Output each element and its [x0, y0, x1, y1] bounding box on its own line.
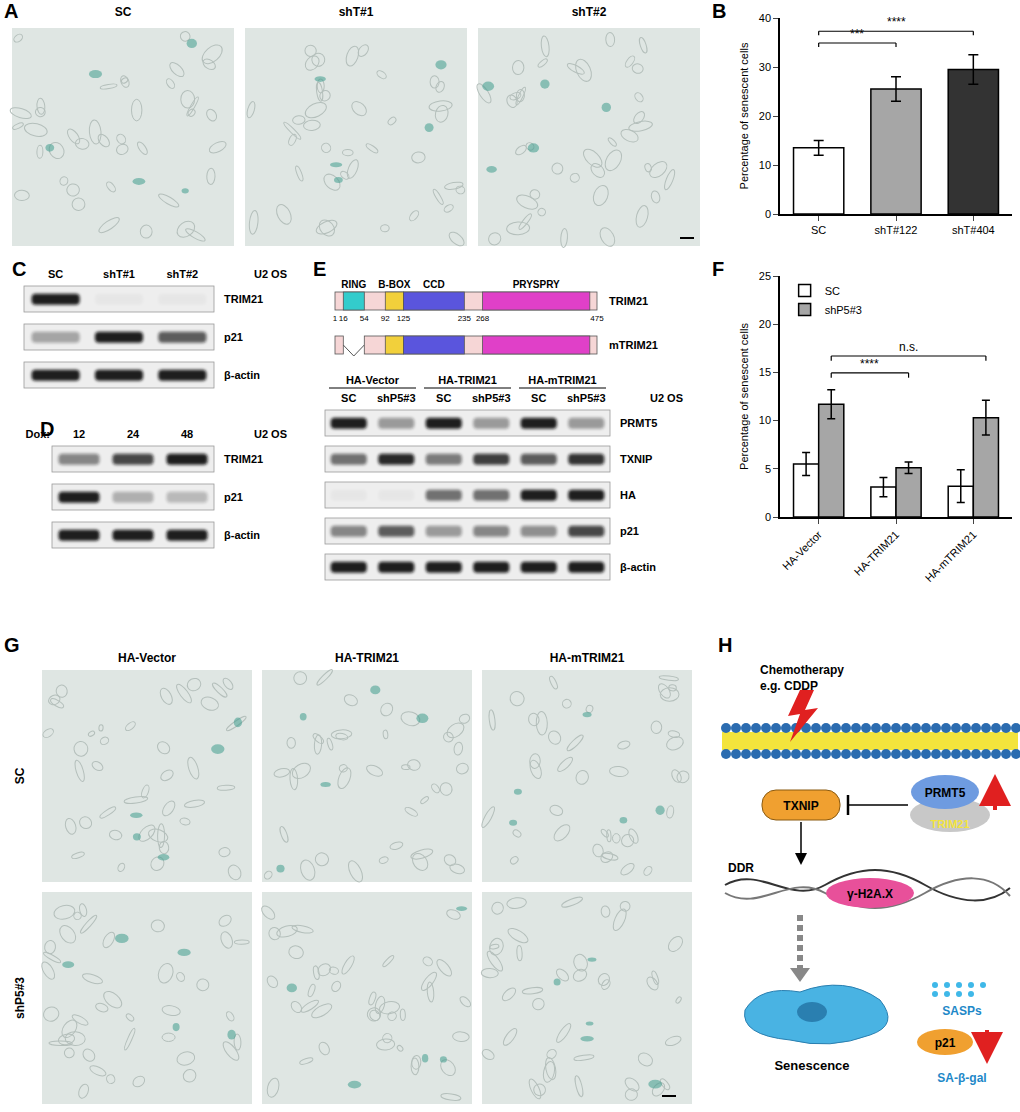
svg-text:TRIM21: TRIM21	[224, 293, 263, 305]
svg-text:TRIM21: TRIM21	[224, 453, 263, 465]
svg-text:Senescence: Senescence	[774, 1058, 849, 1073]
svg-text:G: G	[4, 634, 20, 656]
svg-text:U2 OS: U2 OS	[650, 392, 683, 404]
svg-text:24: 24	[127, 428, 140, 440]
svg-text:shP5#3: shP5#3	[472, 392, 511, 404]
svg-text:TRIM21: TRIM21	[930, 818, 969, 830]
svg-text:SC: SC	[48, 268, 63, 280]
svg-text:HA-TRIM21: HA-TRIM21	[335, 651, 399, 665]
svg-text:SC: SC	[531, 392, 546, 404]
svg-text:β-actin: β-actin	[224, 369, 260, 381]
svg-text:475: 475	[590, 314, 604, 323]
svg-text:5: 5	[765, 463, 771, 475]
svg-text:β-actin: β-actin	[224, 529, 260, 541]
svg-text:0: 0	[765, 208, 771, 220]
svg-text:SC: SC	[825, 285, 840, 297]
svg-text:U2 OS: U2 OS	[254, 268, 287, 280]
svg-text:C: C	[12, 258, 26, 280]
svg-text:β-actin: β-actin	[620, 561, 656, 573]
svg-text:RING: RING	[341, 279, 366, 290]
svg-text:12: 12	[73, 428, 85, 440]
svg-text:shT#122: shT#122	[875, 224, 918, 236]
svg-text:SC: SC	[811, 224, 826, 236]
svg-text:PRMT5: PRMT5	[620, 417, 657, 429]
svg-text:92: 92	[381, 314, 390, 323]
svg-text:p21: p21	[935, 1036, 956, 1050]
svg-text:235: 235	[458, 314, 472, 323]
svg-text:Dox:: Dox:	[26, 428, 50, 440]
svg-text:Chemotherapy: Chemotherapy	[760, 663, 844, 677]
svg-text:PRYSPRY: PRYSPRY	[513, 279, 560, 290]
svg-text:SA-β-gal: SA-β-gal	[937, 1071, 986, 1085]
svg-text:shP5#3: shP5#3	[377, 392, 416, 404]
svg-text:p21: p21	[620, 525, 639, 537]
svg-text:40: 40	[759, 12, 771, 24]
svg-text:DDR: DDR	[728, 861, 754, 875]
svg-text:25: 25	[759, 270, 771, 282]
svg-text:125: 125	[397, 314, 411, 323]
svg-text:shT#1: shT#1	[339, 5, 374, 19]
svg-text:H: H	[718, 634, 732, 656]
svg-text:mTRIM21: mTRIM21	[609, 339, 658, 351]
svg-text:20: 20	[759, 318, 771, 330]
svg-text:HA-TRIM21: HA-TRIM21	[438, 374, 497, 386]
svg-text:SC: SC	[341, 392, 356, 404]
svg-text:10: 10	[759, 159, 771, 171]
svg-text:SC: SC	[115, 5, 132, 19]
svg-text:0: 0	[765, 511, 771, 523]
svg-text:Percentage of senescent cells: Percentage of senescent cells	[738, 323, 750, 470]
svg-text:****: ****	[887, 15, 906, 29]
svg-text:U2 OS: U2 OS	[254, 428, 287, 440]
svg-text:shT#1: shT#1	[103, 268, 135, 280]
svg-text:γ-H2A.X: γ-H2A.X	[847, 887, 893, 901]
svg-text:54: 54	[360, 314, 369, 323]
svg-text:SC: SC	[13, 767, 27, 784]
svg-text:p21: p21	[224, 331, 243, 343]
svg-text:HA-Vector: HA-Vector	[780, 528, 824, 572]
svg-text:B: B	[712, 0, 726, 22]
svg-text:HA-TRIM21: HA-TRIM21	[852, 528, 902, 578]
svg-text:shT#2: shT#2	[572, 5, 607, 19]
svg-text:****: ****	[860, 357, 879, 371]
svg-text:TXNIP: TXNIP	[620, 453, 652, 465]
svg-text:TRIM21: TRIM21	[609, 295, 648, 307]
svg-text:shP5#3: shP5#3	[825, 304, 862, 316]
svg-text:shT#2: shT#2	[166, 268, 198, 280]
svg-text:F: F	[712, 258, 724, 280]
svg-text:p21: p21	[224, 491, 243, 503]
svg-text:HA-mTRIM21: HA-mTRIM21	[528, 374, 596, 386]
svg-text:shT#404: shT#404	[952, 224, 995, 236]
svg-text:48: 48	[181, 428, 193, 440]
svg-text:HA-Vector: HA-Vector	[118, 651, 176, 665]
svg-text:shP5#3: shP5#3	[567, 392, 606, 404]
svg-text:SASPs: SASPs	[942, 1004, 982, 1018]
svg-text:HA-mTRIM21: HA-mTRIM21	[923, 528, 979, 584]
svg-text:HA-Vector: HA-Vector	[346, 374, 400, 386]
svg-text:30: 30	[759, 61, 771, 73]
svg-text:shP5#3: shP5#3	[13, 977, 27, 1019]
svg-text:e.g. CDDP: e.g. CDDP	[760, 679, 818, 693]
svg-text:HA-mTRIM21: HA-mTRIM21	[550, 651, 625, 665]
svg-text:PRMT5: PRMT5	[925, 786, 966, 800]
svg-text:268: 268	[476, 314, 490, 323]
svg-text:B-BOX: B-BOX	[378, 279, 411, 290]
svg-text:Percentage of senescent cells: Percentage of senescent cells	[738, 42, 750, 189]
svg-text:TXNIP: TXNIP	[783, 799, 818, 813]
svg-text:20: 20	[759, 110, 771, 122]
svg-text:CCD: CCD	[423, 279, 445, 290]
svg-text:15: 15	[759, 366, 771, 378]
svg-text:n.s.: n.s.	[899, 340, 918, 354]
svg-text:1: 1	[333, 314, 338, 323]
svg-text:E: E	[313, 258, 326, 280]
svg-text:***: ***	[850, 27, 864, 41]
svg-text:SC: SC	[436, 392, 451, 404]
svg-text:10: 10	[759, 414, 771, 426]
svg-text:A: A	[4, 0, 18, 22]
svg-text:16: 16	[339, 314, 348, 323]
svg-text:HA: HA	[620, 489, 636, 501]
